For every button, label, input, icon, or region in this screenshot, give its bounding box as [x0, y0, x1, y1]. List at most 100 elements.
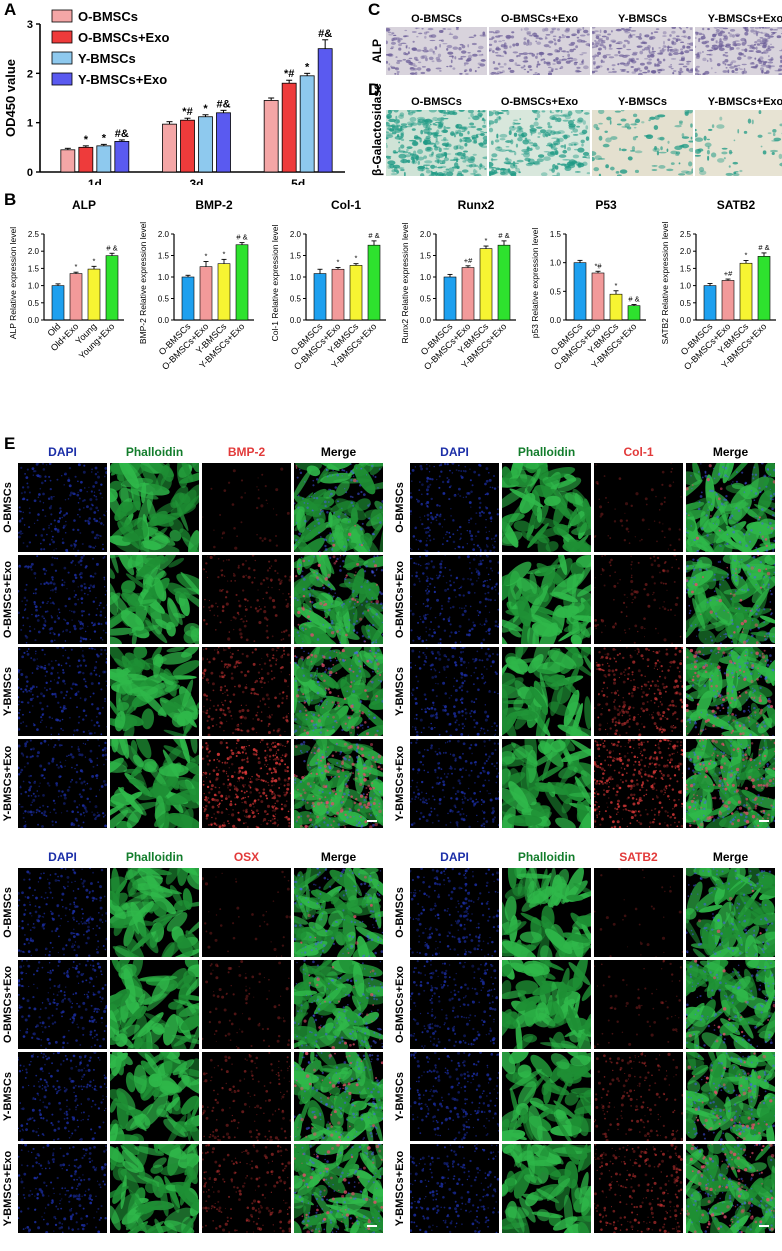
- texture-spot: [483, 131, 487, 134]
- actin-fiber: [364, 509, 383, 523]
- actin-fiber: [294, 534, 318, 552]
- bar-2: [217, 263, 231, 321]
- marker-signal: [309, 610, 312, 613]
- nucleus: [294, 718, 297, 721]
- marker-signal: [216, 799, 219, 802]
- nucleus: [103, 648, 107, 652]
- nucleus: [428, 471, 431, 473]
- nucleus: [104, 741, 107, 745]
- nucleus: [71, 755, 75, 759]
- nucleus: [65, 694, 68, 697]
- marker-signal: [377, 754, 382, 759]
- texture-spot: [554, 42, 557, 46]
- marker-signal: [328, 691, 332, 694]
- texture-spot: [492, 31, 498, 34]
- marker-signal: [284, 575, 287, 578]
- nucleus: [84, 519, 87, 523]
- nucleus: [26, 617, 29, 620]
- nucleus: [56, 615, 59, 617]
- texture-spot: [451, 55, 454, 59]
- nucleus: [41, 648, 44, 652]
- marker-signal: [221, 799, 223, 802]
- texture-spot: [489, 31, 495, 33]
- marker-signal: [278, 794, 281, 798]
- texture-spot: [417, 116, 426, 121]
- texture-spot: [576, 39, 583, 43]
- nucleus: [40, 582, 42, 585]
- texture-spot: [556, 60, 562, 65]
- texture-spot: [395, 115, 398, 121]
- nucleus: [51, 578, 54, 581]
- texture-spot: [414, 71, 418, 75]
- nucleus: [477, 473, 481, 477]
- marker-signal: [367, 784, 371, 788]
- nucleus: [323, 610, 326, 613]
- nucleus: [89, 507, 93, 511]
- marker-signal: [245, 620, 248, 622]
- nucleus: [58, 611, 61, 614]
- nucleus: [306, 527, 309, 530]
- marker-signal: [237, 566, 240, 569]
- texture-spot: [739, 68, 743, 71]
- texture-spot: [551, 69, 554, 73]
- texture-spot: [767, 61, 774, 64]
- texture-spot: [748, 57, 752, 59]
- galactosidase-image-2: [592, 110, 693, 176]
- marker-signal: [205, 678, 209, 682]
- marker-signal: [261, 697, 265, 701]
- nucleus: [45, 726, 48, 728]
- marker-signal: [253, 640, 256, 643]
- nucleus: [359, 527, 363, 531]
- texture-spot: [464, 138, 472, 143]
- y-axis-label: Col-1 Relative expression level: [270, 225, 280, 342]
- actin-fiber: [312, 801, 328, 816]
- texture-spot: [710, 152, 717, 158]
- texture-spot: [393, 34, 397, 36]
- nucleus: [54, 525, 56, 527]
- nucleus: [79, 697, 82, 700]
- texture-spot: [679, 59, 683, 62]
- nucleus: [100, 522, 103, 525]
- marker-signal: [332, 826, 335, 828]
- marker-signal: [278, 762, 282, 766]
- actin-fiber: [110, 480, 123, 491]
- texture-spot: [452, 46, 459, 50]
- marker-signal: [207, 744, 209, 746]
- texture-spot: [407, 110, 411, 115]
- nucleus: [321, 790, 324, 794]
- marker-signal: [252, 748, 256, 752]
- nucleus: [103, 555, 106, 558]
- nucleus: [19, 786, 22, 789]
- marker-signal: [357, 772, 360, 775]
- marker-signal: [226, 762, 229, 764]
- texture-spot: [725, 54, 729, 58]
- marker-signal: [271, 599, 276, 603]
- marker-signal: [220, 794, 224, 798]
- nucleus: [88, 613, 91, 616]
- marker-signal: [260, 800, 264, 804]
- texture-spot: [614, 110, 622, 113]
- nucleus: [18, 678, 20, 681]
- marker-signal: [206, 763, 210, 766]
- marker-signal: [224, 685, 226, 687]
- panel-d-col-1: O-BMSCs+Exo: [500, 96, 579, 108]
- marker-signal: [211, 682, 215, 686]
- nucleus: [318, 789, 321, 792]
- texture-spot: [536, 113, 541, 119]
- marker-signal: [213, 717, 215, 719]
- marker-signal: [246, 826, 249, 828]
- nucleus: [66, 788, 70, 792]
- nucleus: [368, 549, 371, 552]
- marker-signal: [275, 544, 279, 547]
- bar-3: [627, 305, 641, 321]
- grid-1-col-label-0: DAPI: [440, 445, 469, 459]
- nucleus: [104, 750, 107, 752]
- nucleus: [31, 705, 34, 707]
- marker-signal: [220, 671, 224, 675]
- texture-spot: [532, 32, 538, 37]
- texture-spot: [498, 40, 502, 43]
- marker-signal: [295, 467, 298, 469]
- nucleus: [66, 550, 69, 552]
- nucleus: [36, 754, 39, 758]
- texture-spot: [756, 43, 760, 46]
